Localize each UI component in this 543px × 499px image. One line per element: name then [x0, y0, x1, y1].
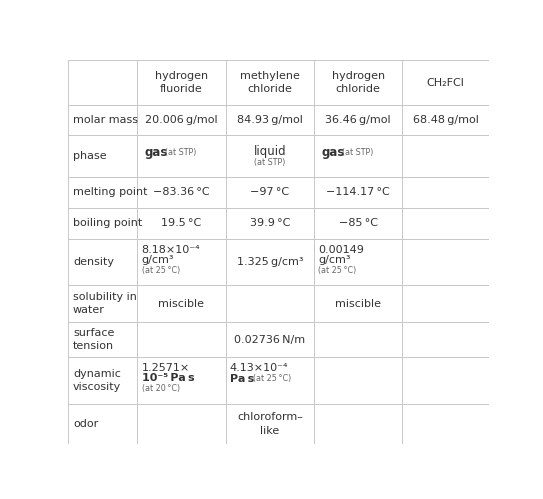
Bar — [402, 322, 489, 357]
Text: (at STP): (at STP) — [254, 158, 286, 167]
Bar — [137, 135, 226, 177]
Text: 20.006 g/mol: 20.006 g/mol — [145, 115, 218, 125]
Bar — [314, 208, 402, 239]
Text: g/cm³: g/cm³ — [318, 255, 351, 265]
Text: 39.9 °C: 39.9 °C — [250, 219, 290, 229]
Text: 0.02736 N/m: 0.02736 N/m — [235, 335, 305, 345]
Bar — [137, 357, 226, 404]
Text: (at STP): (at STP) — [342, 148, 373, 157]
Bar — [137, 239, 226, 285]
Text: 4.13×10⁻⁴: 4.13×10⁻⁴ — [230, 363, 288, 373]
Text: molar mass: molar mass — [73, 115, 138, 125]
Text: liquid: liquid — [254, 145, 286, 158]
Bar — [137, 322, 226, 357]
Bar — [314, 177, 402, 208]
Text: (at STP): (at STP) — [165, 148, 197, 157]
Text: −114.17 °C: −114.17 °C — [326, 188, 390, 198]
Text: melting point: melting point — [73, 188, 148, 198]
Bar — [68, 60, 137, 105]
Text: −97 °C: −97 °C — [250, 188, 289, 198]
Bar — [402, 357, 489, 404]
Bar — [314, 404, 402, 444]
Bar — [402, 239, 489, 285]
Bar — [402, 60, 489, 105]
Text: 36.46 g/mol: 36.46 g/mol — [325, 115, 391, 125]
Bar — [68, 322, 137, 357]
Text: (at 20 °C): (at 20 °C) — [142, 384, 180, 393]
Text: miscible: miscible — [159, 299, 205, 309]
Text: 19.5 °C: 19.5 °C — [161, 219, 201, 229]
Bar — [226, 322, 314, 357]
Bar — [68, 135, 137, 177]
Text: −85 °C: −85 °C — [339, 219, 378, 229]
Bar — [137, 60, 226, 105]
Text: methylene
chloride: methylene chloride — [240, 71, 300, 94]
Bar — [402, 105, 489, 135]
Text: surface
tension: surface tension — [73, 328, 114, 351]
Bar — [314, 285, 402, 322]
Bar — [402, 208, 489, 239]
Bar — [226, 60, 314, 105]
Bar — [137, 404, 226, 444]
Bar — [314, 135, 402, 177]
Text: density: density — [73, 257, 114, 267]
Bar — [314, 105, 402, 135]
Bar — [137, 105, 226, 135]
Bar — [68, 239, 137, 285]
Bar — [226, 239, 314, 285]
Bar — [226, 135, 314, 177]
Bar — [68, 404, 137, 444]
Bar — [68, 177, 137, 208]
Text: 1.325 g/cm³: 1.325 g/cm³ — [237, 257, 303, 267]
Text: chloroform–
like: chloroform– like — [237, 412, 303, 436]
Bar — [314, 60, 402, 105]
Text: dynamic
viscosity: dynamic viscosity — [73, 369, 121, 392]
Bar — [226, 105, 314, 135]
Text: 0.00149: 0.00149 — [318, 245, 364, 254]
Text: (at 25 °C): (at 25 °C) — [318, 266, 357, 275]
Text: phase: phase — [73, 151, 106, 161]
Text: (at 25 °C): (at 25 °C) — [142, 266, 180, 275]
Bar — [402, 177, 489, 208]
Bar — [314, 357, 402, 404]
Text: gas: gas — [145, 146, 168, 159]
Bar — [68, 105, 137, 135]
Text: gas: gas — [321, 146, 345, 159]
Text: odor: odor — [73, 419, 98, 429]
Text: solubility in
water: solubility in water — [73, 292, 137, 315]
Bar — [137, 208, 226, 239]
Text: hydrogen
chloride: hydrogen chloride — [332, 71, 385, 94]
Bar — [314, 239, 402, 285]
Bar — [402, 285, 489, 322]
Text: Pa s: Pa s — [230, 374, 254, 384]
Text: miscible: miscible — [335, 299, 381, 309]
Text: 10⁻⁵ Pa s: 10⁻⁵ Pa s — [142, 373, 194, 383]
Bar — [314, 322, 402, 357]
Text: 84.93 g/mol: 84.93 g/mol — [237, 115, 303, 125]
Bar — [226, 285, 314, 322]
Text: (at 25 °C): (at 25 °C) — [253, 374, 291, 383]
Bar — [68, 285, 137, 322]
Text: −83.36 °C: −83.36 °C — [153, 188, 210, 198]
Text: CH₂FCl: CH₂FCl — [427, 77, 464, 87]
Text: 8.18×10⁻⁴: 8.18×10⁻⁴ — [142, 245, 200, 254]
Bar — [68, 208, 137, 239]
Text: hydrogen
fluoride: hydrogen fluoride — [155, 71, 208, 94]
Text: 68.48 g/mol: 68.48 g/mol — [413, 115, 478, 125]
Text: g/cm³: g/cm³ — [142, 255, 174, 265]
Bar — [137, 285, 226, 322]
Bar — [226, 177, 314, 208]
Bar — [402, 404, 489, 444]
Text: boiling point: boiling point — [73, 219, 142, 229]
Bar — [137, 177, 226, 208]
Bar — [402, 135, 489, 177]
Text: 1.2571×: 1.2571× — [142, 363, 190, 373]
Bar — [226, 208, 314, 239]
Bar — [226, 404, 314, 444]
Bar — [226, 357, 314, 404]
Bar — [68, 357, 137, 404]
